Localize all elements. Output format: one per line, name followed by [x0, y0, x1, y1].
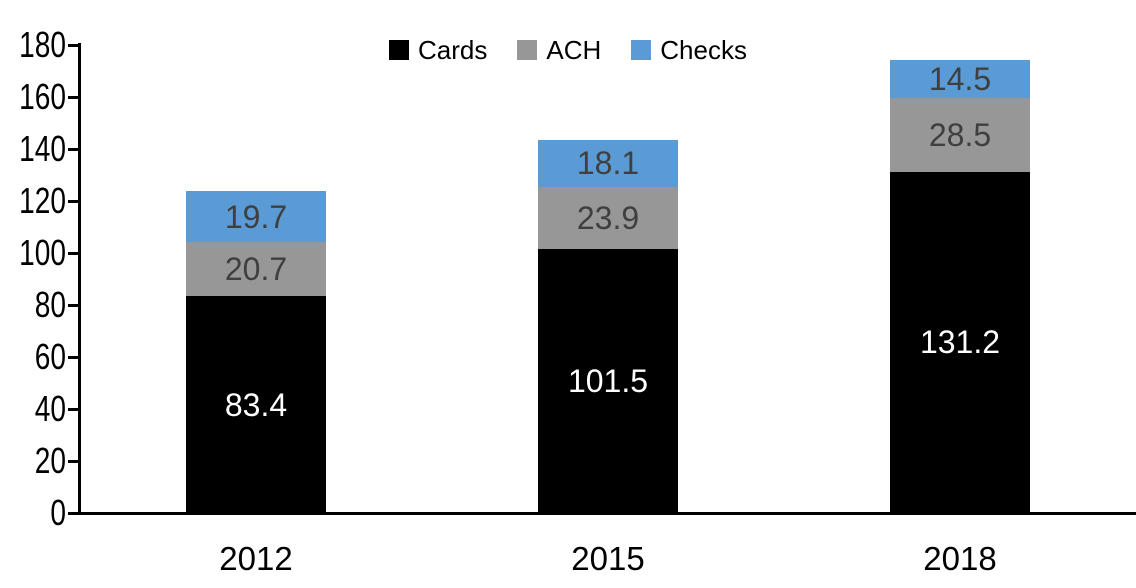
legend-label-cards: Cards	[418, 35, 488, 65]
x-axis-line	[78, 512, 1136, 515]
legend-item-checks: Checks	[631, 35, 747, 65]
y-tick-label: 100	[19, 232, 67, 273]
y-tick-mark	[68, 303, 78, 307]
segment-cards-2018: 131.2	[890, 171, 1030, 513]
bar-value-label: 131.2	[919, 324, 1001, 361]
segment-checks-2015: 18.1	[538, 139, 678, 187]
y-tick-label: 180	[19, 24, 67, 65]
bar-2012: 83.4 20.7 19.7	[186, 0, 326, 588]
y-tick-mark	[68, 355, 78, 359]
bar-2018: 131.2 28.5 14.5	[890, 0, 1030, 588]
ach-swatch-icon	[517, 40, 538, 60]
y-tick-label: 160	[19, 76, 67, 117]
y-tick-label: 140	[19, 128, 67, 169]
y-tick-mark	[68, 95, 78, 99]
segment-ach-2018: 28.5	[890, 97, 1030, 172]
legend-label-checks: Checks	[660, 35, 747, 65]
y-tick-mark	[68, 251, 78, 255]
segment-ach-2012: 20.7	[186, 242, 326, 297]
legend-item-cards: Cards	[389, 35, 488, 65]
y-tick-mark	[68, 147, 78, 151]
bar-value-label: 18.1	[576, 145, 640, 182]
bar-value-label: 83.4	[224, 386, 288, 423]
legend: Cards ACH Checks	[0, 35, 1136, 65]
x-category-label: 2018	[923, 540, 997, 577]
y-tick-label: 120	[19, 180, 67, 221]
bar-value-label: 28.5	[928, 116, 992, 153]
checks-swatch-icon	[631, 40, 652, 60]
segment-ach-2015: 23.9	[538, 186, 678, 250]
bar-value-label: 14.5	[928, 60, 992, 97]
bar-value-label: 23.9	[576, 200, 640, 237]
segment-cards-2015: 101.5	[538, 249, 678, 513]
y-tick-label: 0	[50, 492, 66, 533]
segment-cards-2012: 83.4	[186, 296, 326, 513]
y-axis-line	[78, 43, 81, 515]
x-axis: 2012 2015 2018	[0, 540, 1136, 580]
y-tick-mark	[68, 43, 78, 47]
bar-value-label: 101.5	[567, 363, 649, 400]
cards-swatch-icon	[389, 40, 410, 60]
y-tick-mark	[68, 407, 78, 411]
y-tick-mark	[68, 459, 78, 463]
y-tick-mark	[68, 199, 78, 203]
bar-2015: 101.5 23.9 18.1	[538, 0, 678, 588]
y-tick-label: 60	[34, 336, 66, 377]
segment-checks-2012: 19.7	[186, 191, 326, 243]
x-category-label: 2015	[571, 540, 645, 577]
y-tick-label: 40	[34, 388, 66, 429]
legend-item-ach: ACH	[517, 35, 602, 65]
legend-label-ach: ACH	[546, 35, 602, 65]
y-tick-label: 20	[34, 440, 66, 481]
segment-checks-2018: 14.5	[890, 60, 1030, 98]
y-tick-mark	[68, 511, 78, 515]
bar-value-label: 20.7	[224, 251, 288, 288]
bar-value-label: 19.7	[224, 198, 288, 235]
y-tick-label: 80	[34, 284, 66, 325]
x-category-label: 2012	[219, 540, 293, 577]
